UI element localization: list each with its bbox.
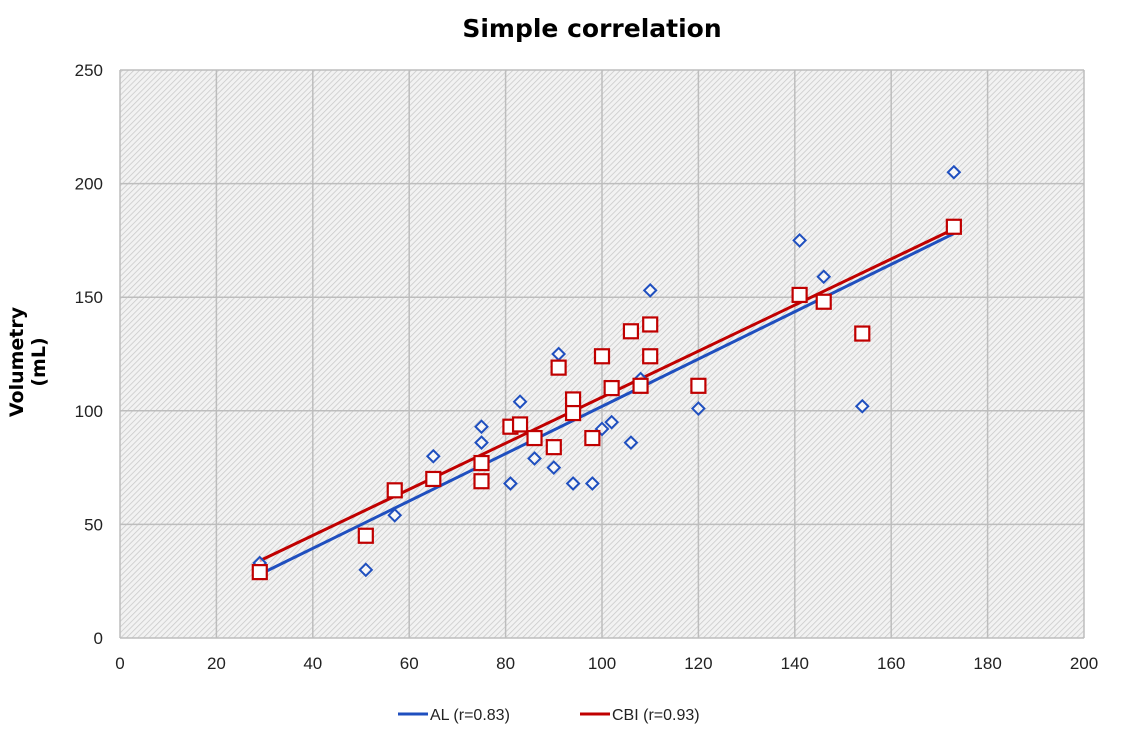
data-point-diamond (642, 282, 658, 298)
data-point-square (357, 527, 374, 544)
data-point-diamond (387, 507, 403, 523)
data-point-square (251, 564, 268, 581)
data-point-diamond (816, 269, 832, 285)
x-tick-label: 40 (303, 654, 322, 673)
x-tick-label: 200 (1070, 654, 1098, 673)
data-point-square (603, 379, 620, 397)
data-point-square (642, 348, 659, 365)
data-point-square (550, 359, 567, 376)
data-point-diamond (512, 394, 528, 410)
trendline-diamond (259, 232, 955, 576)
data-point-square (642, 316, 659, 333)
data-point-diamond (503, 476, 518, 491)
x-tick-label: 100 (588, 654, 616, 673)
data-point-diamond (584, 476, 600, 491)
data-point-diamond (946, 164, 962, 180)
data-point-square (386, 482, 403, 499)
y-tick-label: 100 (75, 402, 103, 421)
data-point-diamond (690, 401, 706, 416)
data-point-diamond (474, 435, 489, 451)
data-point-square (632, 377, 649, 394)
x-tick-label: 120 (684, 654, 712, 673)
data-point-square (473, 473, 490, 490)
x-tick-label: 20 (207, 654, 226, 673)
data-point-square (622, 323, 640, 340)
x-tick-label: 0 (115, 654, 124, 673)
data-point-diamond (854, 398, 870, 414)
y-tick-label: 0 (94, 629, 103, 648)
data-point-diamond (546, 460, 562, 476)
y-tick-label: 50 (84, 515, 103, 534)
data-point-square (690, 377, 707, 394)
y-tick-label: 150 (75, 288, 103, 307)
data-point-diamond (565, 476, 581, 491)
y-tick-label: 200 (75, 175, 103, 194)
data-point-square (791, 286, 808, 304)
legend-label: AL (r=0.83) (430, 707, 510, 724)
data-point-square (945, 218, 962, 235)
chart-title: Simple correlation (462, 14, 722, 43)
legend-label: CBI (r=0.93) (612, 707, 700, 724)
data-point-square (545, 439, 562, 456)
data-point-square (564, 404, 582, 422)
x-tick-label: 80 (496, 654, 515, 673)
data-point-diamond (527, 451, 542, 466)
data-point-square (584, 429, 601, 447)
data-point-square (511, 416, 529, 433)
data-point-square (593, 348, 611, 365)
data-point-square (425, 470, 442, 488)
data-point-diamond (474, 419, 489, 435)
data-point-diamond (425, 448, 441, 464)
x-tick-label: 160 (877, 654, 905, 673)
data-point-diamond (604, 414, 620, 430)
data-point-square (564, 391, 582, 408)
data-point-square (815, 293, 832, 310)
data-point-square (526, 429, 543, 447)
y-tick-label: 250 (75, 61, 103, 80)
data-point-square (854, 325, 871, 342)
data-point-diamond (358, 562, 374, 578)
x-tick-label: 180 (973, 654, 1001, 673)
x-tick-label: 60 (400, 654, 419, 673)
data-point-diamond (792, 232, 808, 248)
x-tick-label: 140 (781, 654, 809, 673)
data-point-diamond (623, 435, 639, 451)
data-point-square (473, 454, 490, 472)
